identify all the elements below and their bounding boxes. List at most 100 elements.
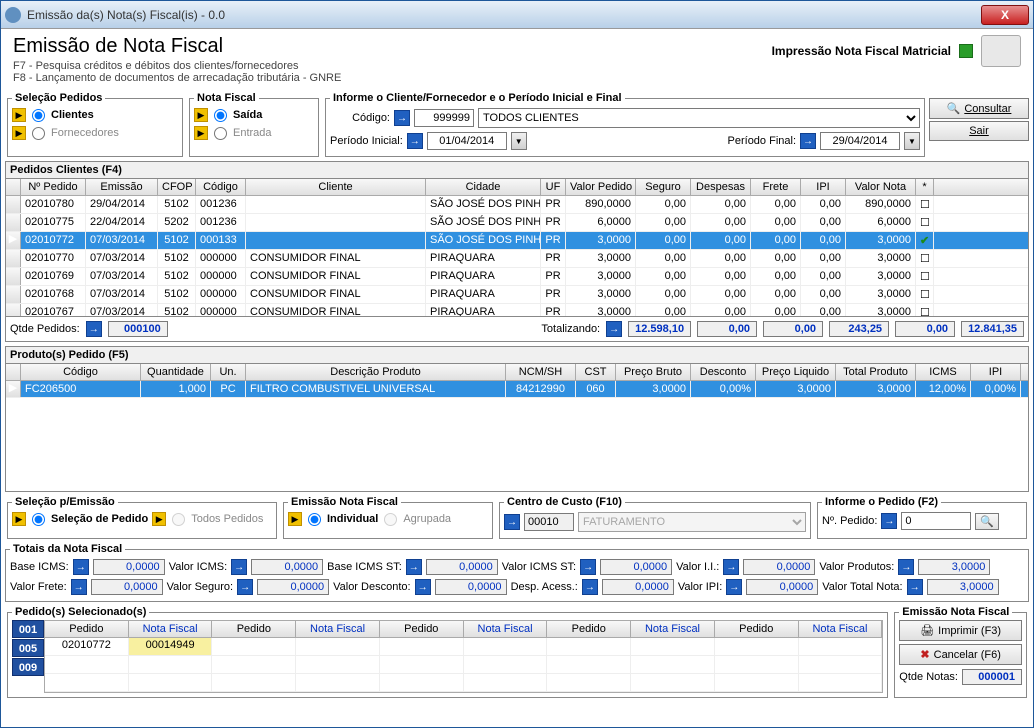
qtde-arrow[interactable]: → [86,321,102,337]
sel-nf-cell: 00014949 [129,638,213,655]
label-entrada: Entrada [233,127,272,139]
produtos-grid[interactable]: CódigoQuantidadeUn.Descrição ProdutoNCM/… [5,363,1029,492]
arrow-icon: → [73,559,89,575]
pedido-search-button[interactable] [975,513,999,530]
table-row[interactable]: 0201077007/03/20145102000000CONSUMIDOR F… [6,250,1028,268]
cc-lookup-button[interactable]: → [504,514,520,530]
qtde-notas-label: Qtde Notas: [899,671,958,683]
informe-cliente-legend: Informe o Cliente/Fornecedor e o Período… [330,92,625,104]
informe-cliente-group: Informe o Cliente/Fornecedor e o Período… [325,92,925,157]
arrow-icon: ▶ [12,126,26,140]
emissao-nf-legend: Emissão Nota Fiscal [288,496,401,508]
table-row[interactable]: ▶FC2065001,000PCFILTRO COMBUSTIVEL UNIVE… [6,381,1028,398]
arrow-icon: ▶ [12,108,26,122]
label-agrupada: Agrupada [403,513,451,525]
periodo-fin-button[interactable]: → [800,133,816,149]
periodo-fin-input[interactable] [820,132,900,150]
table-row[interactable]: 0201078029/04/20145102001236SÃO JOSÉ DOS… [6,196,1028,214]
imprimir-button[interactable]: 🖨 Imprimir (F3) [899,620,1022,641]
total-cell: 0,00 [763,321,823,337]
consultar-button[interactable]: Consultar [929,98,1029,119]
tot-value: 0,0000 [91,579,163,595]
arrow-icon: ▶ [12,512,26,526]
app-icon [5,7,21,23]
radio-saida[interactable] [214,109,227,122]
pedidos-sel-table[interactable]: PedidoNota FiscalPedidoNota FiscalPedido… [44,620,883,693]
periodo-ini-dropdown[interactable]: ▼ [511,132,527,150]
table-row[interactable]: 0201076807/03/20145102000000CONSUMIDOR F… [6,286,1028,304]
tot-value: 0,0000 [93,559,165,575]
matricial-indicator[interactable] [959,44,973,58]
tot-label: Valor ICMS: [169,561,227,573]
arrow-icon: → [726,579,742,595]
total-cell: 12.841,35 [961,321,1024,337]
sel-row-num[interactable]: 005 [12,639,44,657]
centro-custo-legend: Centro de Custo (F10) [504,496,625,508]
label-saida: Saída [233,109,262,121]
periodo-fin-dropdown[interactable]: ▼ [904,132,920,150]
num-pedido-input[interactable] [901,512,971,530]
radio-fornecedores[interactable] [32,127,45,140]
titlebar: Emissão da(s) Nota(s) Fiscal(is) - 0.0 X [1,1,1033,29]
nota-fiscal-legend: Nota Fiscal [194,92,259,104]
tot-label: Valor IPI: [678,581,722,593]
sel-header-pedido: Pedido [547,621,631,637]
cancelar-button[interactable]: ✖ Cancelar (F6) [899,644,1022,665]
radio-individual[interactable] [308,513,321,526]
sel-row-num[interactable]: 009 [12,658,44,676]
close-button[interactable]: X [981,5,1029,25]
tot-label: Valor Produtos: [819,561,894,573]
cc-codigo-input [524,513,574,531]
produtos-grid-title: Produto(s) Pedido (F5) [5,346,1029,363]
search-icon [980,515,994,528]
radio-entrada[interactable] [214,127,227,140]
printer-icon[interactable] [981,35,1021,67]
page-title: Emissão de Nota Fiscal [13,35,341,58]
cliente-select[interactable]: TODOS CLIENTES [478,108,920,128]
table-row[interactable]: 0201076707/03/20145102000000CONSUMIDOR F… [6,304,1028,316]
tot-value: 0,0000 [435,579,507,595]
radio-clientes[interactable] [32,109,45,122]
produtos-grid-section: Produto(s) Pedido (F5) CódigoQuantidadeU… [5,346,1029,492]
table-row[interactable]: ▶0201077207/03/20145102000133SÃO JOSÉ DO… [6,232,1028,250]
sel-row-num[interactable]: 001 [12,620,44,638]
label-todos-pedidos: Todos Pedidos [191,513,263,525]
num-pedido-button[interactable]: → [881,513,897,529]
sel-header-pedido: Pedido [45,621,129,637]
main-window: Emissão da(s) Nota(s) Fiscal(is) - 0.0 X… [0,0,1034,728]
tot-value: 0,0000 [743,559,815,575]
sel-header-nf: Nota Fiscal [296,621,380,637]
total-cell: 243,25 [829,321,889,337]
label-clientes: Clientes [51,109,94,121]
radio-todos-pedidos [172,513,185,526]
sair-button[interactable]: Sair [929,121,1029,141]
subtitle-2: F8 - Lançamento de documentos de arrecad… [13,72,341,84]
arrow-icon: → [898,559,914,575]
radio-selecao-pedido[interactable] [32,513,45,526]
emissao-nf-group: Emissão Nota Fiscal ▶ Individual Agrupad… [283,496,493,539]
table-row[interactable]: 0201076907/03/20145102000000CONSUMIDOR F… [6,268,1028,286]
tot-label: Valor Seguro: [167,581,233,593]
periodo-ini-input[interactable] [427,132,507,150]
periodo-ini-button[interactable]: → [407,133,423,149]
num-pedido-label: Nº. Pedido: [822,515,877,527]
selecao-pedidos-legend: Seleção Pedidos [12,92,105,104]
codigo-input[interactable] [414,109,474,127]
tot-value: 0,0000 [257,579,329,595]
pedidos-grid[interactable]: Nº PedidoEmissãoCFOPCódigoClienteCidadeU… [5,178,1029,317]
arrow-icon: → [406,559,422,575]
table-row[interactable]: 0201077522/04/20145202001236SÃO JOSÉ DOS… [6,214,1028,232]
total-cell: 0,00 [895,321,955,337]
arrow-icon: ▶ [288,512,302,526]
tot-arrow[interactable]: → [606,321,622,337]
pedidos-grid-section: Pedidos Clientes (F4) Nº PedidoEmissãoCF… [5,161,1029,342]
totais-nf-legend: Totais da Nota Fiscal [10,543,125,555]
pedidos-sel-legend: Pedido(s) Selecionado(s) [12,606,149,618]
label-selecao-pedido: Seleção de Pedido [51,513,148,525]
arrow-icon: ▶ [194,108,208,122]
selecao-pedidos-group: Seleção Pedidos ▶ Clientes ▶ Fornecedore… [7,92,183,157]
tot-value: 0,0000 [602,579,674,595]
codigo-lookup-button[interactable]: → [394,110,410,126]
tot-label: Valor I.I.: [676,561,719,573]
qtde-pedidos-label: Qtde Pedidos: [10,323,80,335]
